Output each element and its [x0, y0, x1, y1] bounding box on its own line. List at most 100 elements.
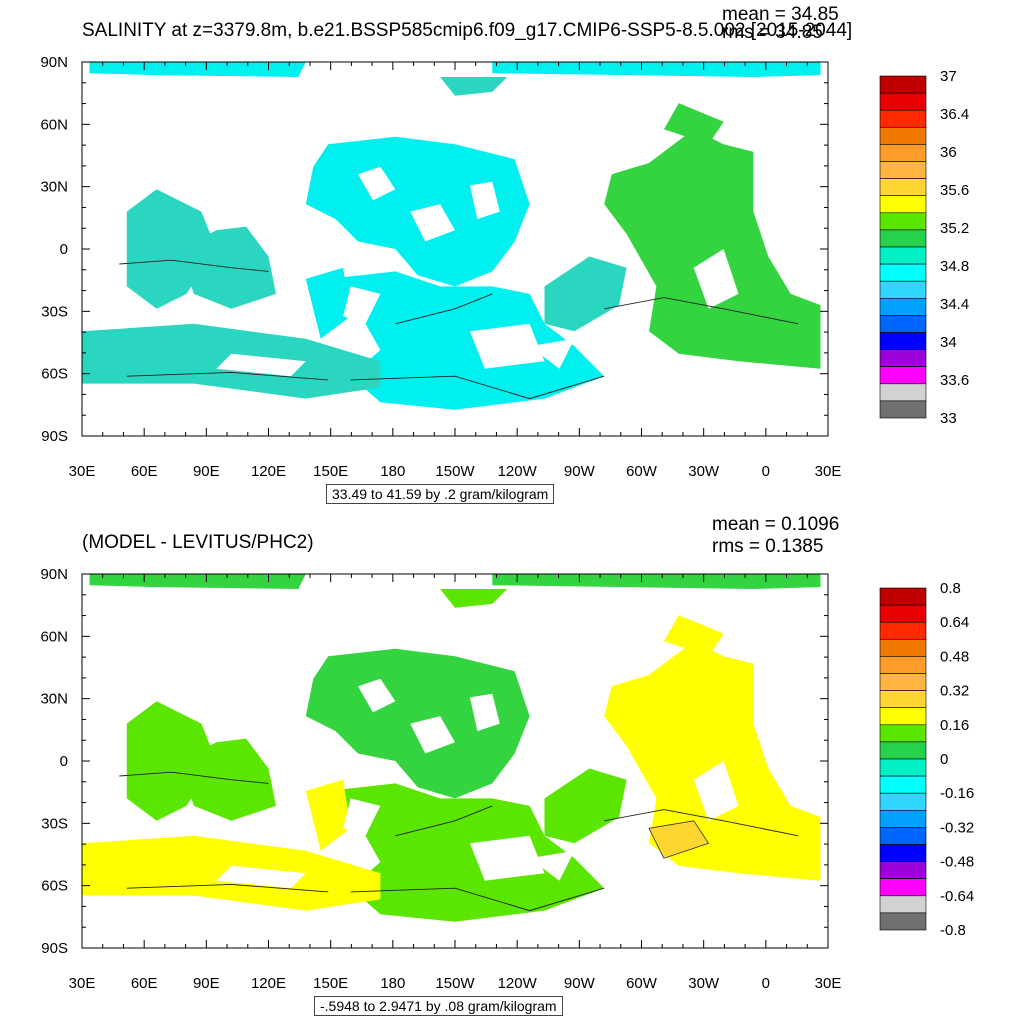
- colorbar-label: 0: [940, 751, 948, 768]
- contour-line: [119, 259, 269, 272]
- colorbar-label: 0.32: [940, 683, 969, 700]
- range-text-box: -.5948 to 2.9471 by .08 gram/kilogram: [314, 996, 563, 1016]
- colorbar-box: [879, 400, 927, 419]
- colorbar-label: 0.64: [940, 614, 969, 631]
- x-tick-label: 30E: [815, 463, 842, 480]
- ocean-region-arctic: [89, 62, 306, 77]
- colorbar-box: [879, 178, 927, 197]
- colorbar-label: 34.4: [940, 296, 969, 313]
- colorbar-box: [879, 332, 927, 350]
- rms-label: rms = 0.1385: [712, 536, 824, 557]
- rms-label: rms = 34.85: [722, 22, 823, 43]
- colorbar-label: -0.64: [940, 888, 974, 905]
- x-tick-label: 120E: [251, 463, 286, 480]
- land-mask: [358, 678, 396, 713]
- map-plot: 90N 60N 30N 0 30S 60S 90S 30E 60E 90E 120E 150E 180 1…: [40, 566, 974, 992]
- colorbar-box: [879, 741, 927, 760]
- positive-anomaly-patch: [648, 820, 710, 859]
- range-text-box: 33.49 to 41.59 by .2 gram/kilogram: [326, 484, 555, 504]
- colorbar-box: [879, 775, 927, 794]
- land-mask: [469, 835, 545, 881]
- map-plot: 90N 60N 30N 0 30S 60S 90S 30E 60E 90E 120E 150E 180 1…: [40, 54, 969, 480]
- colorbar-box: [879, 690, 927, 709]
- colorbar-box: [879, 878, 927, 897]
- land-mask: [469, 693, 500, 732]
- ocean-region-southeast: [544, 768, 627, 844]
- contour-line: [119, 771, 269, 784]
- ocean-region-indianE: [179, 738, 276, 821]
- x-tick-label: 150E: [313, 463, 348, 480]
- x-tick-label: 30E: [69, 975, 96, 992]
- x-tick-label: 30E: [815, 975, 842, 992]
- x-tick-label: 30E: [69, 463, 96, 480]
- land-mask: [343, 798, 381, 836]
- colorbar-box: [879, 758, 927, 777]
- difference-panel: (MODEL - LEVITUS/PHC2) mean = 0.1096 rms…: [0, 512, 1024, 1024]
- x-tick-label: 90W: [564, 975, 596, 992]
- colorbar-label: 33.6: [940, 372, 969, 389]
- x-tick-label: 120W: [498, 463, 538, 480]
- colorbar-box: [879, 127, 927, 145]
- colorbar-label: 0.16: [940, 717, 969, 734]
- y-tick-label: 90N: [40, 566, 68, 583]
- land-mask: [693, 761, 739, 821]
- contour-line: [604, 809, 799, 837]
- x-tick-label: 30W: [688, 463, 720, 480]
- colorbar-box: [879, 92, 927, 111]
- colorbar-box: [879, 161, 927, 179]
- land-mask: [410, 204, 455, 242]
- colorbar-box: [879, 212, 927, 231]
- colorbar-box: [879, 297, 927, 316]
- y-tick-label: 30N: [40, 179, 68, 196]
- ocean-region-bering: [440, 77, 508, 96]
- ocean-region-pacificS: [328, 271, 605, 410]
- salinity-panel: SALINITY at z=3379.8m, b.e21.BSSP585cmip…: [40, 4, 969, 504]
- x-tick-label: 90E: [193, 975, 220, 992]
- colorbar-box: [879, 844, 927, 862]
- ocean-region-arctic: [89, 574, 306, 589]
- y-tick-label: 60S: [41, 878, 68, 895]
- colorbar-box: [879, 724, 927, 743]
- colorbar-label: 34: [940, 334, 957, 351]
- land-mask: [216, 353, 306, 377]
- ocean-region-southeastIndia: [305, 779, 351, 851]
- x-tick-label: 150W: [435, 975, 475, 992]
- contour-line: [395, 805, 493, 837]
- colorbar-label: 35.6: [940, 182, 969, 199]
- y-tick-label: 0: [60, 241, 68, 258]
- colorbar-box: [879, 109, 927, 128]
- colorbar-label: 0.8: [940, 580, 961, 597]
- colorbar-box: [879, 673, 927, 691]
- colorbar-box: [879, 383, 927, 402]
- colorbar-box: [879, 621, 927, 640]
- colorbar-label: 36.4: [940, 106, 969, 123]
- colorbar-label: 37: [940, 68, 957, 85]
- ocean-region-arctic2: [492, 62, 821, 77]
- colorbar-box: [879, 895, 927, 914]
- x-tick-label: 30W: [688, 975, 720, 992]
- colorbar-label: -0.32: [940, 819, 974, 836]
- x-tick-label: 90W: [564, 463, 596, 480]
- colorbar-label: 0.48: [940, 648, 969, 665]
- ocean-region-atlantic: [604, 641, 821, 881]
- x-tick-label: 120E: [251, 975, 286, 992]
- x-tick-label: 150W: [435, 463, 475, 480]
- x-tick-label: 60E: [131, 975, 158, 992]
- x-tick-label: 120W: [498, 975, 538, 992]
- y-tick-label: 90N: [40, 54, 68, 71]
- colorbar-label: -0.16: [940, 785, 974, 802]
- colorbar-label: 33: [940, 410, 957, 427]
- contour-line: [126, 883, 329, 893]
- x-tick-label: 180: [380, 975, 405, 992]
- x-tick-label: 60E: [131, 463, 158, 480]
- land-mask: [529, 850, 575, 881]
- x-tick-label: 60W: [626, 975, 658, 992]
- colorbar-box: [879, 75, 927, 94]
- colorbar-box: [879, 587, 927, 606]
- x-tick-label: 180: [380, 463, 405, 480]
- colorbar-box: [879, 912, 927, 931]
- mean-label: mean = 34.85: [722, 4, 839, 25]
- land-mask: [410, 716, 455, 754]
- colorbar-label: -0.8: [940, 922, 966, 939]
- ocean-region-southeastIndia: [305, 267, 351, 339]
